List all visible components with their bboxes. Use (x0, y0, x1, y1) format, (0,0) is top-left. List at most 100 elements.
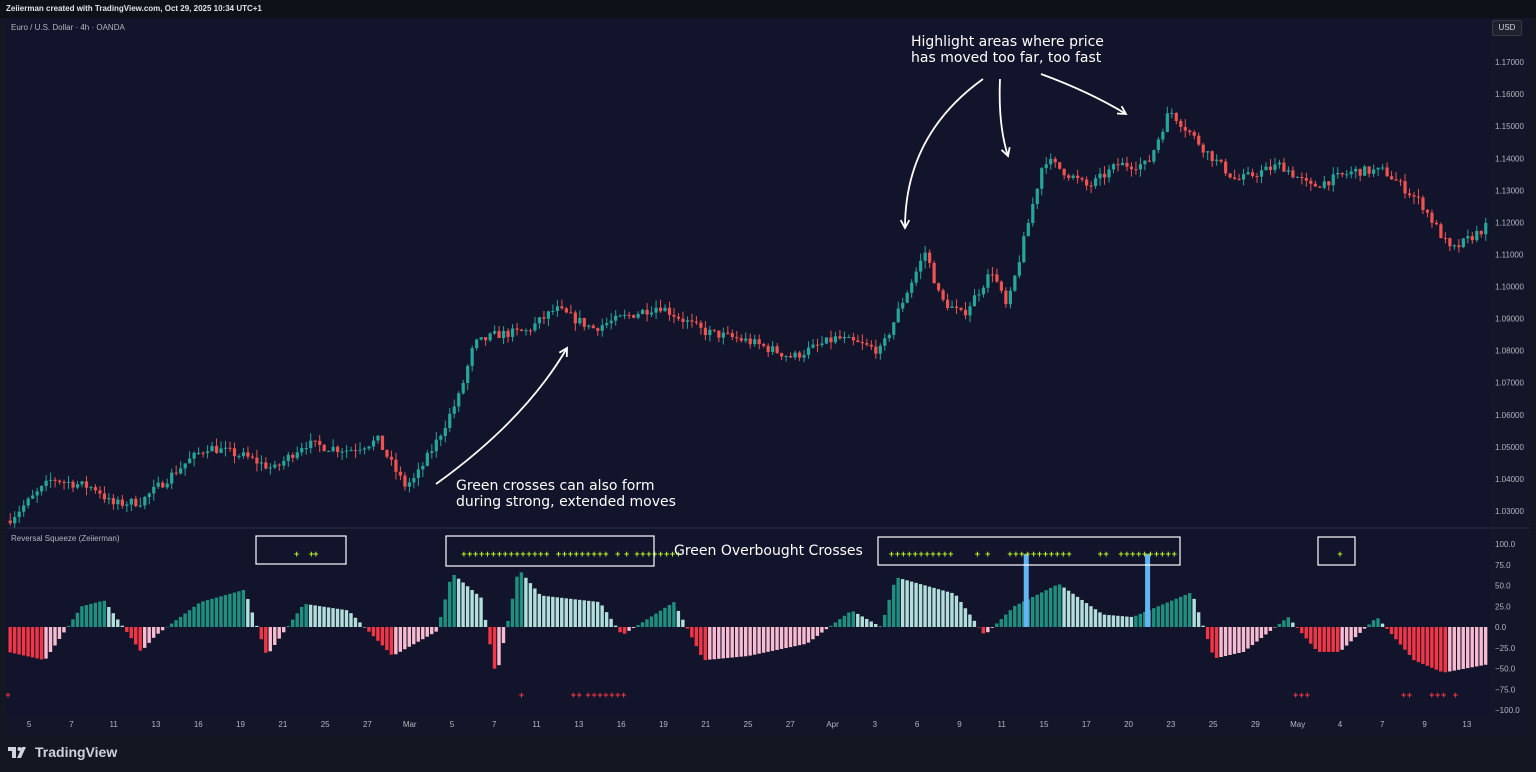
candle-body (71, 481, 75, 488)
histogram-bar (1183, 594, 1187, 627)
candle-body (1300, 176, 1304, 179)
price-pane[interactable] (6, 18, 1490, 527)
symbol-title[interactable]: Euro / U.S. Dollar · 4h · OANDA (11, 23, 125, 32)
histogram-bar (717, 627, 721, 659)
overbought-cross: + (586, 549, 591, 559)
candle-body (1264, 166, 1268, 171)
candle-body (1367, 166, 1371, 174)
candle-body (84, 481, 89, 488)
histogram-bar (842, 615, 847, 627)
candle-body (560, 306, 564, 309)
histogram-bar (586, 600, 591, 627)
histogram-bar (1474, 627, 1479, 667)
candle-body (425, 452, 429, 466)
histogram-bar (757, 627, 761, 654)
histogram-bar (820, 627, 824, 633)
candle-body (632, 315, 636, 318)
candle-body (614, 315, 618, 321)
overbought-cross: + (467, 549, 472, 559)
candle-body (658, 307, 663, 312)
candle-body (1044, 164, 1048, 169)
histogram-bar (1071, 593, 1075, 627)
histogram-bar (232, 592, 237, 627)
candle-body (1430, 212, 1434, 223)
histogram-bar (322, 606, 326, 627)
candle-body (641, 309, 645, 315)
time-tick-label: 7 (69, 720, 74, 729)
candle-body (1008, 290, 1012, 305)
overbought-cross: + (930, 549, 935, 559)
histogram-bar (779, 627, 784, 649)
indicator-tick-label: −100.0 (1495, 706, 1520, 715)
histogram-bar (569, 598, 573, 627)
histogram-bar (80, 606, 84, 627)
candle-body (1336, 172, 1340, 175)
histogram-bar (829, 625, 833, 627)
candle-body (1403, 181, 1407, 194)
candle-body (376, 435, 380, 441)
currency-button[interactable]: USD (1492, 20, 1522, 36)
candle-body (165, 483, 169, 488)
histogram-bar (986, 627, 990, 633)
overbought-cross: + (948, 549, 953, 559)
candle-body (874, 346, 878, 354)
brand[interactable]: TradingView (8, 744, 117, 760)
candle-body (1354, 168, 1358, 172)
candle-body (977, 294, 981, 296)
histogram-bar (775, 627, 779, 650)
candle-body (815, 344, 820, 346)
candle-body (829, 337, 833, 343)
candle-body (1443, 238, 1447, 240)
histogram-bar (802, 627, 806, 645)
candle-body (331, 446, 335, 451)
histogram-bar (1192, 598, 1196, 627)
price-tick-label: 1.09000 (1495, 315, 1524, 324)
candle-body (1479, 231, 1483, 235)
time-tick-label: 27 (363, 720, 372, 729)
candle-body (327, 450, 331, 452)
histogram-bar (295, 613, 299, 627)
candle-body (1255, 175, 1259, 177)
histogram-bar (945, 591, 950, 627)
histogram-bar (874, 623, 878, 627)
histogram-bar (936, 589, 941, 627)
candle-body (869, 344, 873, 347)
candle-body (282, 460, 286, 466)
candle-body (1013, 275, 1017, 291)
candle-body (1376, 167, 1380, 170)
candle-body (551, 310, 555, 312)
histogram-bar (483, 619, 488, 627)
candle-body (1237, 178, 1241, 180)
candle-body (569, 312, 573, 314)
indicator-title[interactable]: Reversal Squeeze (Zeiierman) (11, 534, 120, 543)
histogram-bar (1264, 627, 1268, 635)
histogram-bar (1448, 627, 1452, 672)
candle-body (1282, 162, 1286, 172)
candle-body (959, 307, 963, 310)
time-tick-label: 19 (659, 720, 668, 729)
candle-body (1250, 172, 1255, 176)
overbought-cross: + (461, 549, 466, 559)
price-tick-label: 1.08000 (1495, 347, 1524, 356)
candle-body (528, 330, 533, 332)
candle-body (896, 308, 900, 323)
highlight-box (445, 535, 655, 567)
candle-body (66, 481, 71, 483)
histogram-bar (739, 627, 743, 657)
histogram-bar (1120, 616, 1125, 627)
histogram-bar (1313, 627, 1317, 649)
price-tick-label: 1.04000 (1495, 475, 1524, 484)
candle-body (1058, 162, 1062, 169)
pane-separator[interactable] (6, 527, 1530, 529)
histogram-bar (887, 599, 891, 627)
histogram-bar (335, 608, 340, 627)
histogram-bar (1156, 606, 1160, 627)
histogram-bar (187, 610, 192, 627)
histogram-bar (658, 610, 663, 627)
time-tick-label: 25 (321, 720, 330, 729)
histogram-bar (1461, 627, 1465, 669)
histogram-bar (515, 576, 519, 627)
candle-body (1439, 224, 1443, 239)
histogram-bar (1358, 627, 1362, 633)
candle-body (1412, 195, 1416, 197)
